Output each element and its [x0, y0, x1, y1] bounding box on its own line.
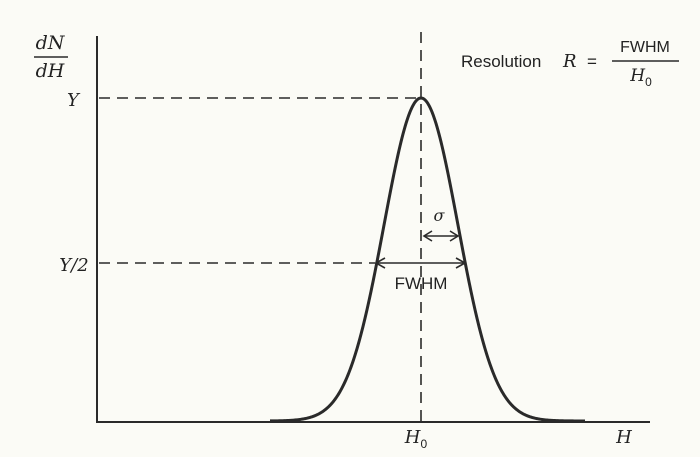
fwhm-label: FWHM [395, 274, 448, 293]
fwhm-arrow [374, 257, 467, 269]
formula-symbol: R [562, 51, 577, 72]
y-tick-peak: Y [67, 90, 81, 111]
formula-denominator-sub: 0 [645, 75, 652, 89]
formula-label: Resolution [461, 52, 541, 71]
formula-numerator: FWHM [620, 39, 670, 56]
formula-denominator-main: H [629, 66, 646, 86]
y-axis-label-numerator: dN [36, 32, 66, 54]
x-tick-center-main: H [404, 427, 421, 448]
x-tick-center: H0 [404, 427, 428, 451]
sigma-label: σ [434, 206, 446, 225]
sigma-arrow [422, 230, 460, 242]
formula-denominator: H0 [629, 66, 652, 89]
x-axis-label: H [615, 427, 632, 448]
formula-equals: = [587, 52, 597, 71]
y-tick-half: Y/2 [59, 255, 88, 276]
x-tick-center-sub: 0 [421, 437, 428, 451]
y-axis-label-denominator: dH [36, 60, 65, 82]
gaussian-curve [269, 96, 586, 423]
